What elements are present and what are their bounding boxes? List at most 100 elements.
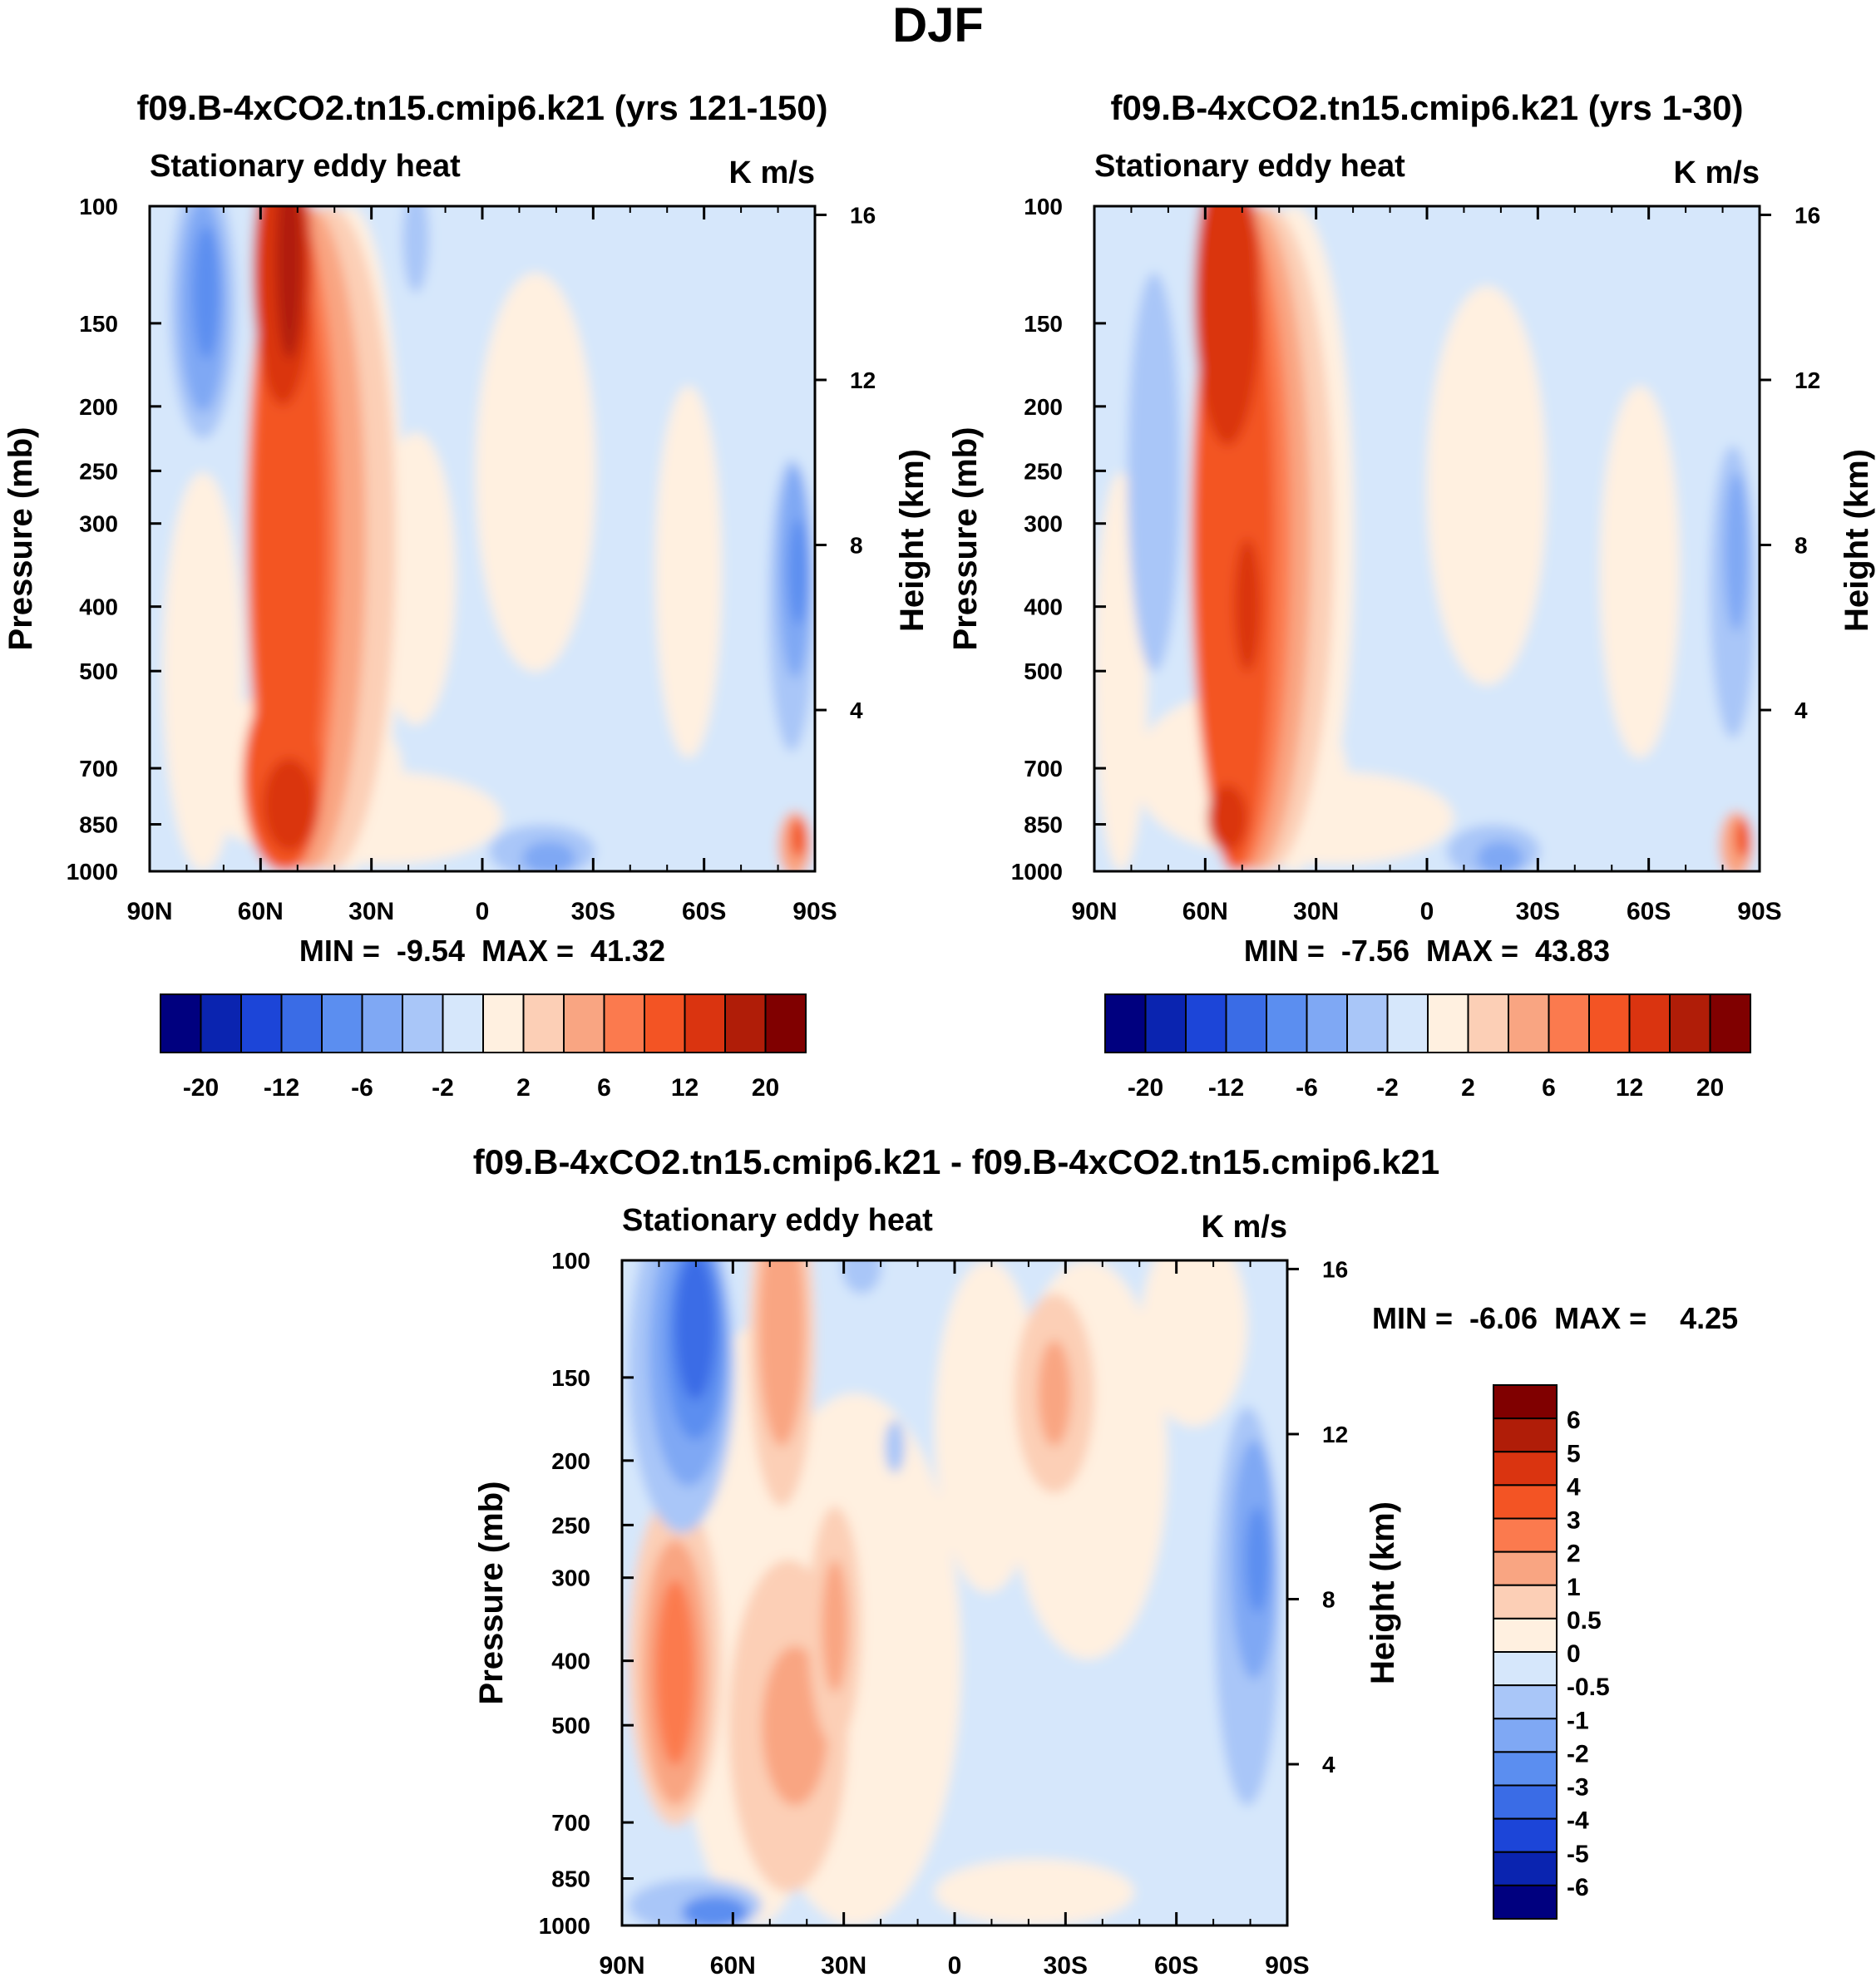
panel-title: f09.B-4xCO2.tn15.cmip6.k21 - f09.B-4xCO2…: [473, 1142, 1440, 1181]
units-label: K m/s: [729, 155, 815, 190]
colorbar-label: 2: [516, 1074, 531, 1102]
colorbar: -20 -12 -6 -2 2 6 12 20: [160, 993, 807, 1102]
contour-region: [1245, 1506, 1270, 1613]
contour-region: [788, 519, 808, 625]
contour-region: [1038, 1340, 1071, 1447]
colorbar-box: [1493, 1617, 1558, 1653]
contour-field: [622, 1260, 1287, 1925]
colorbar-box: [1225, 993, 1267, 1053]
min-max-stats: MIN = -6.06 MAX = 4.25: [1372, 1301, 1738, 1335]
contour-region: [885, 1420, 905, 1473]
colorbar-box: [684, 993, 726, 1053]
min-max-stats: MIN = -7.56 MAX = 43.83: [1244, 934, 1610, 968]
contour-region: [655, 386, 722, 758]
y-right-tick-label: 12: [850, 367, 876, 393]
y-tick-label: 500: [551, 1713, 590, 1738]
colorbar-box: [1588, 993, 1631, 1053]
colorbar-label: -2: [1376, 1074, 1399, 1102]
x-tick-label: 90S: [1265, 1952, 1309, 1980]
contour-region: [790, 818, 807, 858]
colorbar-label: -6: [1296, 1074, 1318, 1102]
colorbar-label: -3: [1567, 1774, 1589, 1802]
y-axis-right-label: Height (km): [894, 449, 931, 632]
colorbar-box: [1266, 993, 1308, 1053]
panel-title: f09.B-4xCO2.tn15.cmip6.k21 (yrs 1-30): [1110, 88, 1743, 127]
contour-region: [193, 226, 220, 359]
contour-region: [762, 1646, 828, 1806]
colorbar-label: 6: [1542, 1074, 1556, 1102]
colorbar-box: [1493, 1851, 1558, 1886]
y-tick-label: 400: [551, 1649, 590, 1674]
min-max-stats: MIN = -9.54 MAX = 41.32: [299, 934, 665, 968]
colorbar-label: -20: [1128, 1074, 1163, 1102]
colorbar-label: -2: [1567, 1740, 1589, 1768]
units-label: K m/s: [1674, 155, 1760, 190]
contour-region: [935, 1859, 1134, 1925]
colorbar-label: -5: [1567, 1841, 1589, 1868]
colorbar-label: -6: [351, 1074, 373, 1102]
colorbar-box: [402, 993, 444, 1053]
colorbar-box: [1628, 993, 1671, 1053]
contour-region: [1141, 1260, 1247, 1427]
colorbar-box: [1493, 1784, 1558, 1820]
colorbar-label: 2: [1567, 1541, 1581, 1568]
colorbar-box: [160, 993, 202, 1053]
contour-region: [1724, 472, 1749, 632]
colorbar-box: [1548, 993, 1590, 1053]
colorbar-label: -12: [1208, 1074, 1244, 1102]
contour-region: [1477, 841, 1523, 871]
contour-region: [1600, 386, 1680, 758]
y-tick-label: 250: [551, 1512, 590, 1538]
axes: 90N 60N 30N 0 30S 60S 90S 100 150 200 250 300 400 500…: [539, 1248, 1348, 1980]
y-right-tick-label: 4: [1795, 698, 1808, 723]
colorbar-box: [361, 993, 403, 1053]
y-tick-label: 200: [551, 1448, 590, 1474]
y-tick-label: 1000: [1011, 859, 1063, 885]
variable-label: Stationary eddy heat: [1094, 149, 1405, 184]
y-axis-label: Pressure (mb): [2, 427, 39, 651]
x-tick-label: 90N: [126, 898, 172, 925]
contour-region: [758, 1260, 805, 1447]
colorbar-box: [1104, 993, 1147, 1053]
colorbar-label: 0: [1567, 1640, 1581, 1668]
y-right-tick-label: 12: [1322, 1422, 1348, 1447]
colorbar-box: [1493, 1751, 1558, 1787]
axes: 90N 60N 30N 0 30S 60S 90S 100 150 200 250 300 400 500…: [1011, 194, 1820, 925]
colorbar-label: 12: [671, 1074, 699, 1102]
y-right-tick-label: 8: [850, 533, 863, 559]
y-tick-label: 700: [551, 1810, 590, 1836]
colorbar-box: [1493, 1551, 1558, 1586]
y-tick-label: 400: [79, 594, 118, 620]
x-tick-label: 0: [948, 1952, 962, 1980]
panel-difference: f09.B-4xCO2.tn15.cmip6.k21 - f09.B-4xCO2…: [473, 1142, 1738, 1980]
colorbar-box: [1669, 993, 1711, 1053]
y-tick-label: 250: [1024, 458, 1063, 484]
y-tick-label: 1000: [539, 1913, 590, 1939]
colorbar-box: [200, 993, 242, 1053]
colorbar-label: -2: [432, 1074, 454, 1102]
x-tick-label: 30S: [571, 898, 615, 925]
colorbar-label: 2: [1461, 1074, 1475, 1102]
contour-region: [682, 1896, 748, 1925]
panel-title: f09.B-4xCO2.tn15.cmip6.k21 (yrs 121-150): [136, 88, 827, 127]
y-tick-label: 500: [1024, 658, 1063, 684]
contour-region: [1735, 818, 1751, 858]
y-tick-label: 250: [79, 458, 118, 484]
variable-label: Stationary eddy heat: [150, 149, 461, 184]
y-tick-label: 200: [1024, 394, 1063, 420]
colorbar-box: [563, 993, 605, 1053]
y-tick-label: 100: [551, 1248, 590, 1274]
contour-region: [402, 206, 429, 293]
y-tick-label: 1000: [67, 859, 118, 885]
colorbar-label: 20: [1696, 1074, 1724, 1102]
contour-region: [1234, 539, 1261, 672]
colorbar-label: 4: [1567, 1473, 1581, 1501]
colorbar-box: [522, 993, 565, 1053]
y-tick-label: 300: [1024, 511, 1063, 537]
contour-region: [675, 1260, 715, 1400]
colorbar-box: [1386, 993, 1429, 1053]
colorbar-box: [1493, 1584, 1558, 1620]
colorbar-label: -6: [1567, 1874, 1589, 1901]
y-tick-label: 200: [79, 394, 118, 420]
